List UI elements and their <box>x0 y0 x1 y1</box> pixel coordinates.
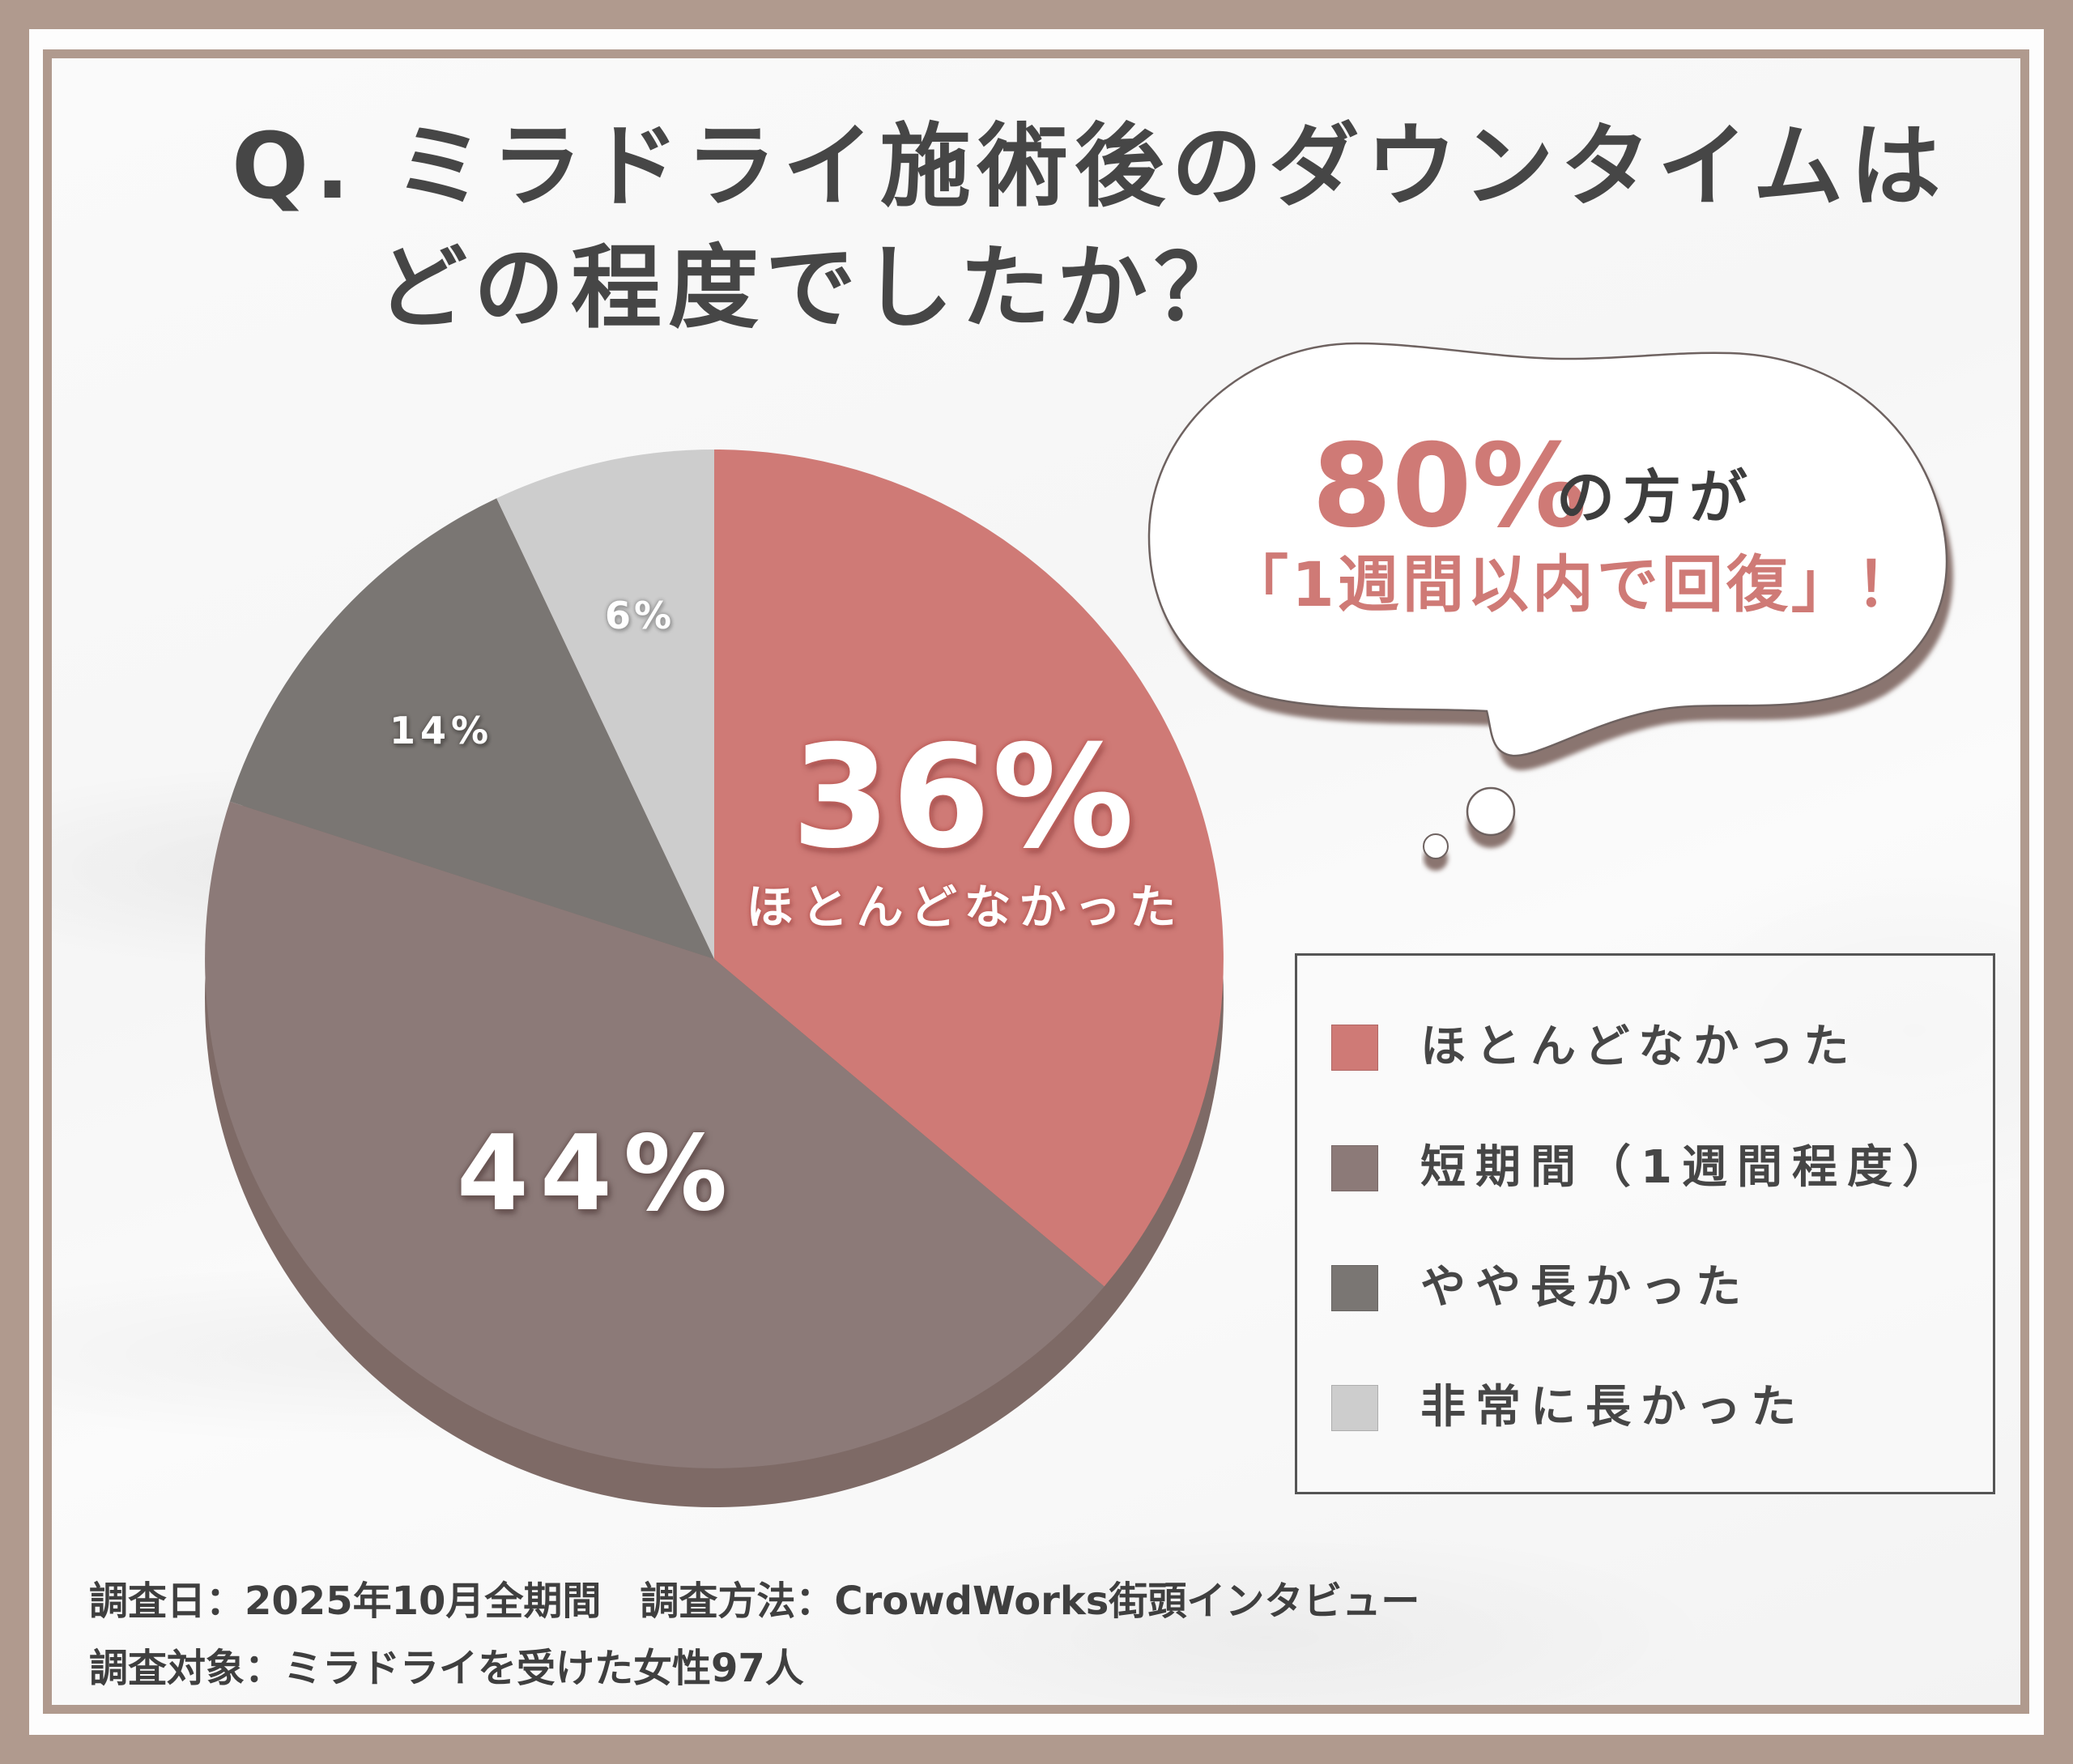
pie-slice-very-long[interactable] <box>496 449 714 959</box>
slice-label-44-value: 44% <box>456 1114 739 1234</box>
legend-swatch-icon <box>1331 1384 1378 1431</box>
legend-swatch-icon <box>1331 1144 1378 1191</box>
slice-label-6-value: 6% <box>604 594 675 637</box>
legend-label: 非常に長かった <box>1420 1381 1806 1434</box>
legend-item[interactable]: 非常に長かった <box>1331 1384 1806 1431</box>
callout-percent: 80% <box>1312 420 1587 553</box>
legend-item[interactable]: 短期間（1週間程度） <box>1331 1144 1957 1191</box>
pie-slice-hotondo-nakatta[interactable] <box>714 450 1224 1287</box>
pie-slice-short-period[interactable] <box>205 801 1105 1468</box>
thought-circle-small <box>1423 833 1449 859</box>
thought-circle-large <box>1466 786 1516 837</box>
chart-legend: ほとんどなかった 短期間（1週間程度） やや長かった 非常に長かった <box>1295 953 1995 1494</box>
legend-swatch-icon <box>1331 1024 1378 1071</box>
pie-slice-somewhat-long[interactable] <box>229 498 714 959</box>
legend-label: ほとんどなかった <box>1420 1020 1859 1073</box>
callout-suffix: の方が <box>1556 463 1756 531</box>
chart-title-line2: どの程度でしたか？ <box>377 236 1251 341</box>
legend-label: 短期間（1週間程度） <box>1420 1141 1957 1194</box>
legend-item[interactable]: ほとんどなかった <box>1331 1024 1858 1071</box>
thought-bubble <box>1147 342 1953 871</box>
survey-info-line1: 調査日：2025年10月全期間 調査方法：CrowdWorks街頭インタビュー <box>89 1579 1420 1624</box>
legend-swatch-icon <box>1331 1264 1378 1311</box>
slice-label-14-value: 14% <box>389 709 494 752</box>
slice-label-36-value: 36% <box>791 715 1136 880</box>
slice-label-36-caption: ほとんどなかった <box>746 880 1185 935</box>
callout-line2: 「1週間以内で回復」！ <box>1227 548 1921 620</box>
chart-title-line1: Q. ミラドライ施術後のダウンタイムは <box>232 114 1947 219</box>
legend-label: やや長かった <box>1420 1261 1751 1314</box>
survey-info-line2: 調査対象：ミラドライを受けた女性97人 <box>89 1646 804 1691</box>
legend-item[interactable]: やや長かった <box>1331 1264 1751 1311</box>
